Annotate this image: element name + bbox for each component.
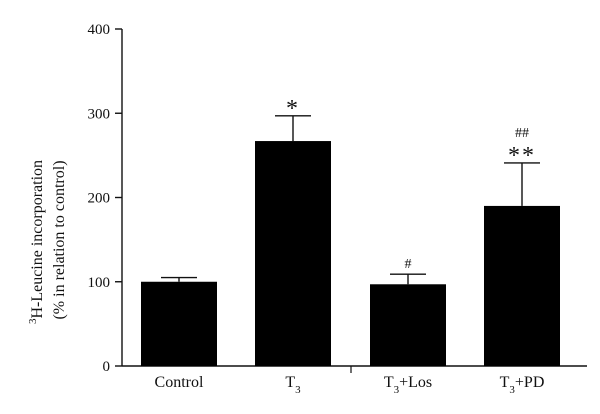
bar bbox=[141, 281, 217, 366]
x-category-label-base: T bbox=[500, 374, 510, 391]
significance-annotations: * # ** ## bbox=[286, 96, 536, 272]
y-axis-label-line-2: (% in relation to control) bbox=[51, 160, 68, 319]
y-axis-label-superscript: 3 bbox=[27, 318, 39, 324]
bar bbox=[484, 205, 560, 366]
y-tick-label: 100 bbox=[88, 275, 111, 291]
significance-mark: ** bbox=[508, 143, 536, 169]
y-axis-label-line-1: 3H-Leucine incorporation bbox=[27, 156, 46, 324]
y-tick-label: 200 bbox=[88, 191, 111, 207]
x-axis: Control T3 T3+Los T3+PD bbox=[122, 365, 587, 396]
significance-mark: ## bbox=[515, 126, 529, 141]
x-category-label-subscript: 3 bbox=[295, 384, 301, 396]
y-axis-label-line-1-text: H-Leucine incorporation bbox=[29, 160, 46, 319]
x-category-label-subscript: 3 bbox=[394, 384, 400, 396]
bar bbox=[255, 141, 331, 366]
x-category-label: T3+Los bbox=[384, 374, 432, 396]
y-axis: 0 100 200 300 400 bbox=[88, 22, 123, 375]
y-tick-label: 400 bbox=[88, 22, 111, 38]
x-category-label-rest: +Los bbox=[399, 374, 432, 391]
x-category-label: T3+PD bbox=[500, 374, 545, 396]
x-category-label-base: T bbox=[384, 374, 394, 391]
bar bbox=[370, 284, 446, 366]
y-tick-label: 0 bbox=[103, 359, 111, 375]
significance-mark: # bbox=[405, 257, 412, 272]
x-category-label-rest: +PD bbox=[515, 374, 544, 391]
bars bbox=[141, 115, 560, 366]
x-category-label-subscript: 3 bbox=[509, 384, 515, 396]
significance-mark: * bbox=[286, 96, 300, 122]
y-tick-label: 300 bbox=[88, 106, 111, 122]
x-category-label-base: Control bbox=[155, 374, 204, 391]
x-category-label-base: T bbox=[285, 374, 295, 391]
y-axis-label: 3H-Leucine incorporation (% in relation … bbox=[27, 156, 68, 324]
x-category-label: Control bbox=[155, 374, 204, 391]
x-category-label: T3 bbox=[285, 374, 301, 396]
